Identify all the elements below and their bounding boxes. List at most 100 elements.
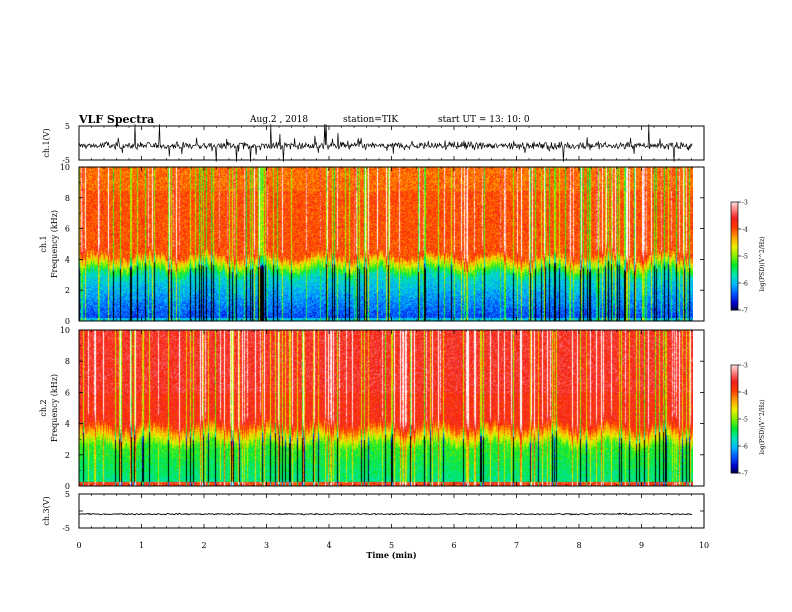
colorbar-segment xyxy=(731,446,738,449)
colorbar-segment xyxy=(731,392,738,395)
ch3-waveform-panel: 5 -5 ch.3(V) xyxy=(42,490,705,533)
colorbar-segment xyxy=(731,270,738,273)
colorbar-segment xyxy=(731,377,738,380)
colorbar-segment xyxy=(731,393,738,397)
colorbar-segment xyxy=(731,435,738,438)
colorbar-segment xyxy=(731,419,738,422)
colorbar-segment xyxy=(731,261,738,264)
spectrogram-channel-label: ch.2 xyxy=(39,399,48,416)
colorbar-segment xyxy=(731,411,738,415)
colorbar-segment xyxy=(731,464,738,467)
colorbar-segment xyxy=(731,275,738,279)
ch3-y-tick-label: -5 xyxy=(62,524,70,533)
colorbar-segment xyxy=(731,399,738,402)
colorbar-segment xyxy=(731,205,738,208)
colorbar-segment xyxy=(731,366,738,370)
colorbar-segment xyxy=(731,410,738,413)
colorbar-segment xyxy=(731,402,738,406)
colorbar-segment xyxy=(731,223,738,226)
spectrogram-image xyxy=(79,330,693,486)
colorbar-segment xyxy=(731,455,738,458)
colorbar-label: log(PSD)(V^2/Hz) xyxy=(759,236,766,291)
spectrogram-y-tick-label: 10 xyxy=(60,163,70,172)
ch2-spectrogram-panel: 0 2 4 6 8 10 ch.2 Frequency (kHz) xyxy=(39,326,705,491)
colorbar-segment xyxy=(731,256,738,259)
colorbar-segment xyxy=(731,272,738,275)
colorbar-segment xyxy=(731,290,738,293)
colorbar-segment xyxy=(731,202,738,205)
colorbar-segment xyxy=(731,442,738,445)
colorbar-segment xyxy=(731,238,738,241)
colorbar-segment xyxy=(731,304,738,307)
colorbar-segment xyxy=(731,295,738,298)
colorbar-segment xyxy=(731,440,738,443)
colorbar-segment xyxy=(731,467,738,470)
colorbar-segment xyxy=(731,212,738,216)
colorbar-segment xyxy=(731,299,738,302)
colorbar-segment xyxy=(731,227,738,230)
colorbar-segment xyxy=(731,288,738,291)
colorbar-segment xyxy=(731,254,738,257)
date-label: Aug.2 , 2018 xyxy=(250,115,309,125)
ch1-y-tick-label: 5 xyxy=(65,122,70,131)
colorbar-segment xyxy=(731,239,738,243)
colorbar-segment xyxy=(731,372,738,375)
colorbar-segment xyxy=(731,471,738,474)
x-tick-label: 5 xyxy=(389,541,394,550)
colorbar-segment xyxy=(731,229,738,232)
x-tick-label: 6 xyxy=(451,541,456,550)
chart-title: VLF Spectra xyxy=(79,113,155,126)
x-tick-label: 8 xyxy=(576,541,581,550)
x-tick-label: 7 xyxy=(514,541,519,550)
ch2-colorbar: -3 -4 -5 -6 -7 log(PSD)(V^2/Hz) xyxy=(730,363,766,478)
start-ut-label: start UT = 13: 10: 0 xyxy=(438,115,530,125)
colorbar-segment xyxy=(731,245,738,248)
colorbar-segment xyxy=(731,383,738,386)
colorbar-segment xyxy=(731,429,738,433)
colorbar-segment xyxy=(731,243,738,246)
colorbar-segment xyxy=(731,211,738,214)
colorbar-segment xyxy=(731,469,738,472)
colorbar-segment xyxy=(731,424,738,427)
colorbar-segment xyxy=(731,292,738,295)
colorbar-tick-label: -5 xyxy=(742,417,748,424)
colorbar-segment xyxy=(731,379,738,382)
colorbar-segment xyxy=(731,302,738,306)
colorbar-segment xyxy=(731,426,738,429)
spectrogram-y-axis-label: Frequency (kHz) xyxy=(50,374,59,442)
colorbar-segment xyxy=(731,308,738,311)
colorbar-segment xyxy=(731,216,738,219)
colorbar-segment xyxy=(731,428,738,431)
colorbar-segment xyxy=(731,431,738,434)
spectrogram-y-tick-label: 0 xyxy=(65,482,70,491)
colorbar-segment xyxy=(731,248,738,252)
colorbar-segment xyxy=(731,433,738,436)
colorbar-segment xyxy=(731,221,738,225)
ch1-colorbar: -3 -4 -5 -6 -7 log(PSD)(V^2/Hz) xyxy=(730,200,766,315)
x-tick-label: 4 xyxy=(326,541,331,550)
colorbar-segment xyxy=(731,381,738,384)
colorbar-segment xyxy=(731,415,738,418)
colorbar-tick-label: -6 xyxy=(742,281,748,288)
colorbar-tick-label: -3 xyxy=(742,200,748,207)
ch3-y-axis-label: ch.3(V) xyxy=(42,496,51,525)
colorbar-segment xyxy=(731,247,738,250)
colorbar-segment xyxy=(731,279,738,282)
colorbar-segment xyxy=(731,277,738,280)
ch3-y-tick-label: 5 xyxy=(65,490,70,499)
colorbar-tick-label: -4 xyxy=(742,390,748,397)
colorbar-segment xyxy=(731,420,738,424)
colorbar-segment xyxy=(731,297,738,300)
colorbar-segment xyxy=(731,395,738,398)
colorbar-segment xyxy=(731,437,738,440)
x-tick-label: 9 xyxy=(639,541,644,550)
spectrogram-y-tick-label: 6 xyxy=(65,225,70,234)
spectrogram-channel-label: ch.1 xyxy=(39,235,48,252)
colorbar-tick-label: -7 xyxy=(742,471,748,478)
colorbar-segment xyxy=(731,408,738,411)
colorbar-segment xyxy=(731,207,738,210)
colorbar-segment xyxy=(731,368,738,371)
colorbar-segment xyxy=(731,451,738,454)
spectrogram-y-tick-label: 6 xyxy=(65,388,70,397)
top-waveform-bg xyxy=(79,126,704,160)
